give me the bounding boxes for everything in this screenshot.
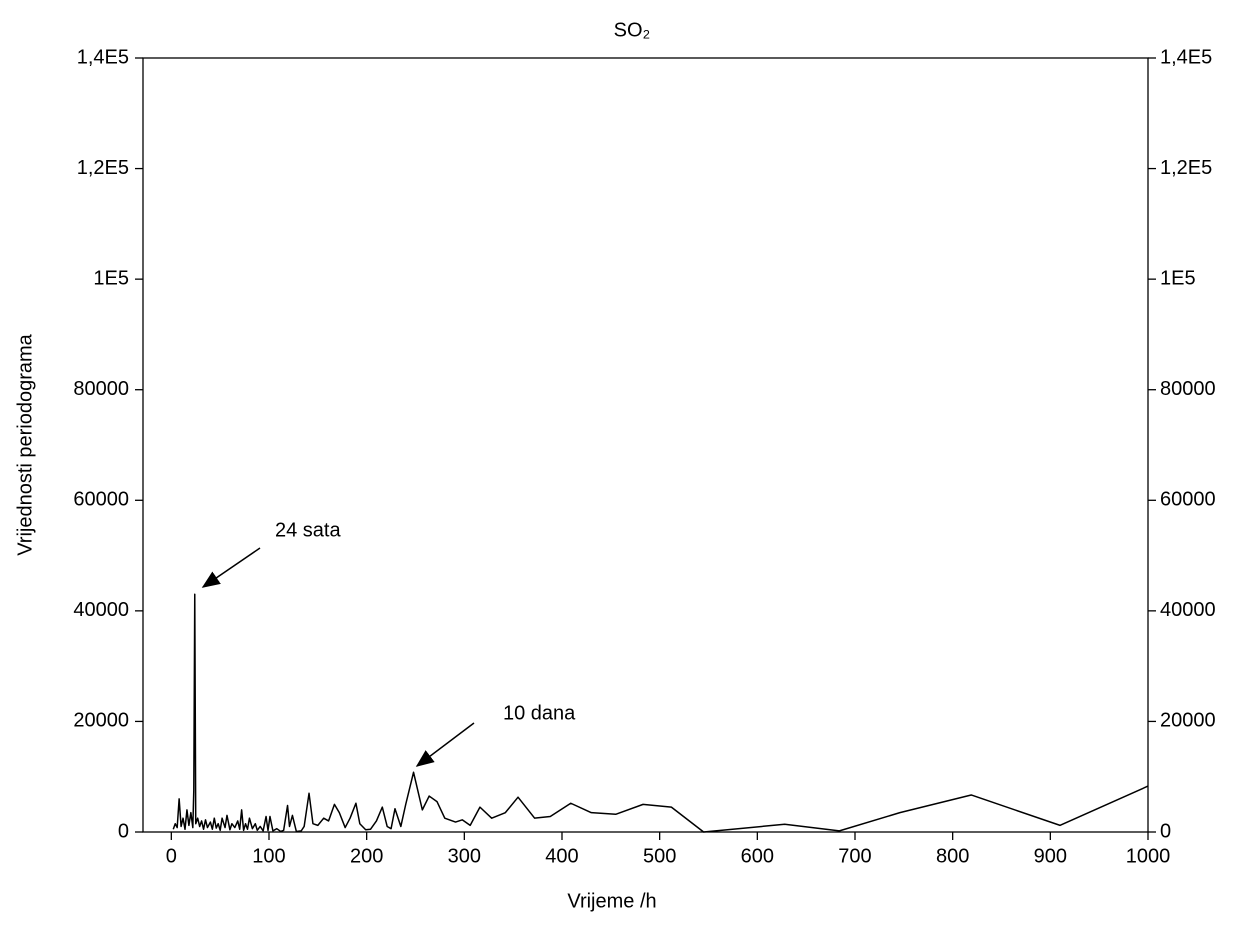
y-tick-label: 60000 bbox=[73, 489, 129, 511]
x-tick-label: 700 bbox=[838, 845, 871, 867]
x-axis-label: Vrijeme /h bbox=[567, 890, 656, 912]
chart-title: SO₂ bbox=[614, 19, 651, 41]
annotation-arrow bbox=[415, 722, 475, 767]
y2-tick-label: 20000 bbox=[1160, 710, 1216, 732]
y2-tick-label: 1,2E5 bbox=[1160, 157, 1212, 179]
y2-tick-label: 40000 bbox=[1160, 599, 1216, 621]
y2-tick-label: 1E5 bbox=[1160, 267, 1196, 289]
x-tick-label: 800 bbox=[936, 845, 969, 867]
x-tick-label: 100 bbox=[252, 845, 285, 867]
y-tick-label: 1E5 bbox=[93, 267, 129, 289]
y-tick-label: 0 bbox=[118, 820, 129, 842]
y-tick-label: 1,4E5 bbox=[77, 46, 129, 68]
x-tick-label: 900 bbox=[1034, 845, 1067, 867]
data-line bbox=[172, 593, 1149, 833]
x-tick-label: 300 bbox=[448, 845, 481, 867]
y2-tick-label: 60000 bbox=[1160, 489, 1216, 511]
x-tick-label: 0 bbox=[166, 845, 177, 867]
plot-frame bbox=[142, 57, 1149, 833]
x-tick-label: 600 bbox=[741, 845, 774, 867]
y-tick-label: 80000 bbox=[73, 378, 129, 400]
y2-tick-label: 80000 bbox=[1160, 378, 1216, 400]
y-tick-label: 20000 bbox=[73, 710, 129, 732]
annotation: 24 sata bbox=[275, 519, 341, 541]
y-tick-label: 1,2E5 bbox=[77, 157, 129, 179]
y2-tick-label: 1,4E5 bbox=[1160, 46, 1212, 68]
annotation: 10 dana bbox=[503, 702, 576, 724]
x-tick-label: 400 bbox=[545, 845, 578, 867]
x-tick-label: 200 bbox=[350, 845, 383, 867]
y-tick-label: 40000 bbox=[73, 599, 129, 621]
y2-tick-label: 0 bbox=[1160, 820, 1171, 842]
x-tick-label: 1000 bbox=[1126, 845, 1171, 867]
annotation-arrow bbox=[201, 547, 261, 588]
y-axis-label: Vrijednosti periodograma bbox=[14, 333, 36, 555]
x-tick-label: 500 bbox=[643, 845, 676, 867]
